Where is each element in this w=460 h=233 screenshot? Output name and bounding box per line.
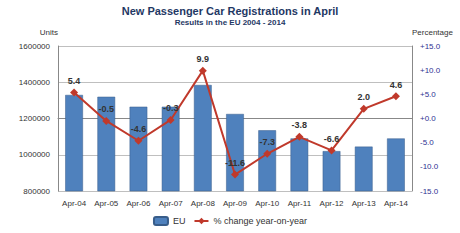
svg-text:+5.0: +5.0	[420, 90, 436, 99]
svg-text:Apr-14: Apr-14	[384, 199, 409, 208]
svg-text:Apr-07: Apr-07	[159, 199, 184, 208]
svg-text:1000000: 1000000	[19, 150, 51, 159]
svg-text:Apr-13: Apr-13	[352, 199, 377, 208]
svg-text:Apr-05: Apr-05	[94, 199, 119, 208]
svg-text:Results in the EU 2004 - 2014: Results in the EU 2004 - 2014	[175, 18, 286, 27]
svg-text:Apr-10: Apr-10	[255, 199, 280, 208]
svg-text:New Passenger Car Registration: New Passenger Car Registrations in April	[122, 5, 339, 17]
svg-text:-10.0: -10.0	[420, 162, 439, 171]
svg-text:5.4: 5.4	[68, 76, 81, 86]
svg-text:Apr-11: Apr-11	[288, 199, 312, 208]
svg-text:EU: EU	[173, 216, 186, 226]
svg-text:2.0: 2.0	[357, 92, 370, 102]
svg-text:-3.8: -3.8	[292, 120, 308, 130]
svg-text:1600000: 1600000	[19, 42, 51, 51]
svg-text:Apr-09: Apr-09	[223, 199, 248, 208]
svg-text:Percentage: Percentage	[412, 28, 453, 37]
svg-text:+10.0: +10.0	[420, 66, 441, 75]
svg-text:1400000: 1400000	[19, 78, 51, 87]
svg-text:Apr-12: Apr-12	[320, 199, 345, 208]
svg-text:+15.0: +15.0	[420, 42, 441, 51]
svg-text:Units: Units	[40, 28, 58, 37]
svg-text:-15.0: -15.0	[420, 187, 439, 196]
svg-text:-5.0: -5.0	[420, 138, 434, 147]
svg-text:Apr-06: Apr-06	[126, 199, 151, 208]
svg-text:-6.6: -6.6	[324, 134, 340, 144]
svg-text:% change year-on-year: % change year-on-year	[213, 216, 307, 226]
svg-text:4.6: 4.6	[390, 80, 403, 90]
svg-text:+0.0: +0.0	[420, 114, 436, 123]
svg-text:-0.3: -0.3	[163, 103, 179, 113]
svg-text:-7.3: -7.3	[259, 137, 275, 147]
svg-text:Apr-04: Apr-04	[62, 199, 87, 208]
svg-text:Apr-08: Apr-08	[191, 199, 216, 208]
svg-text:-4.6: -4.6	[131, 124, 147, 134]
svg-text:-0.5: -0.5	[99, 104, 115, 114]
svg-text:800000: 800000	[23, 187, 50, 196]
svg-text:-11.6: -11.6	[225, 158, 245, 168]
svg-text:9.9: 9.9	[197, 54, 210, 64]
svg-text:1200000: 1200000	[19, 114, 51, 123]
